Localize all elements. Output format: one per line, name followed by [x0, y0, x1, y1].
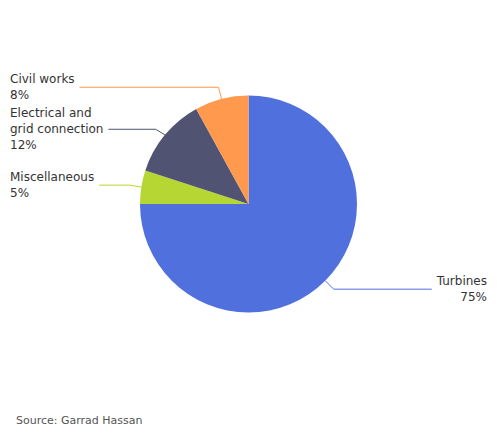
svg-text:Miscellaneous: Miscellaneous: [10, 170, 94, 184]
svg-text:Electrical and: Electrical and: [10, 106, 92, 120]
svg-text:8%: 8%: [10, 88, 29, 102]
svg-text:Turbines: Turbines: [436, 274, 487, 288]
svg-text:5%: 5%: [10, 186, 29, 200]
svg-text:75%: 75%: [460, 290, 487, 304]
svg-text:grid connection: grid connection: [10, 122, 103, 136]
svg-text:12%: 12%: [10, 138, 37, 152]
svg-text:Civil works: Civil works: [10, 72, 75, 86]
svg-text:Source: Garrad Hassan: Source: Garrad Hassan: [16, 414, 143, 427]
